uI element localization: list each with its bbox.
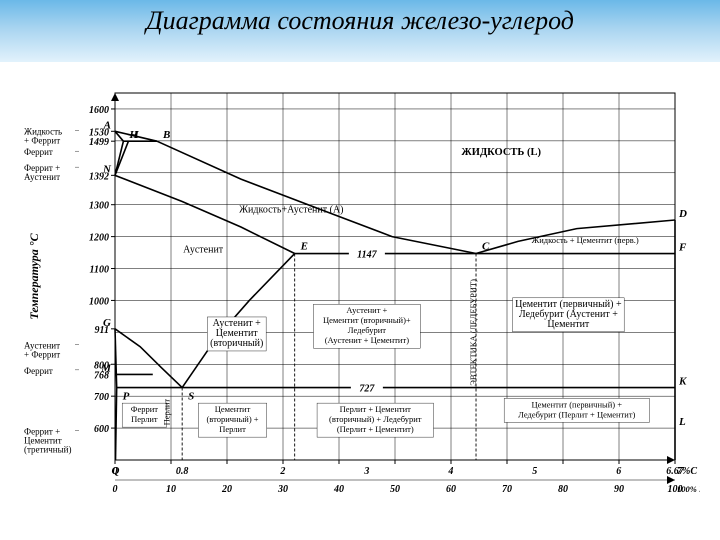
svg-text:A: A — [103, 119, 111, 131]
svg-text:1499: 1499 — [89, 137, 109, 148]
svg-text:Жидкость + Цементит (перв.): Жидкость + Цементит (перв.) — [532, 235, 639, 245]
svg-text:Перлит: Перлит — [131, 414, 158, 424]
svg-text:30: 30 — [277, 484, 288, 495]
svg-text:70: 70 — [502, 484, 512, 495]
svg-text:(Перлит + Цементит): (Перлит + Цементит) — [337, 424, 414, 434]
svg-text:Температура °С: Температура °С — [27, 232, 41, 319]
svg-text:Ледебурит (Перлит + Цементит): Ледебурит (Перлит + Цементит) — [518, 409, 635, 419]
svg-text:1147: 1147 — [357, 250, 377, 261]
page-title: Диаграмма состояния железо-углерод — [0, 6, 720, 36]
svg-text:(третичный): (третичный) — [24, 444, 72, 454]
svg-text:Перлит: Перлит — [162, 399, 172, 426]
svg-text:ЭВТЕКТИКА (ЛЕДЕБУРИТ): ЭВТЕКТИКА (ЛЕДЕБУРИТ) — [468, 279, 478, 386]
svg-text:0.8: 0.8 — [176, 466, 189, 477]
svg-text:L: L — [678, 416, 686, 428]
svg-text:C: C — [482, 241, 490, 253]
svg-text:3: 3 — [363, 466, 369, 477]
svg-text:Аустенит: Аустенит — [24, 172, 60, 182]
svg-text:80: 80 — [558, 484, 568, 495]
svg-text:M: M — [100, 362, 112, 374]
svg-text:(вторичный): (вторичный) — [210, 338, 263, 349]
svg-text:Феррит: Феррит — [24, 366, 53, 376]
svg-text:Цементит: Цементит — [547, 319, 590, 330]
svg-text:40: 40 — [333, 484, 344, 495]
svg-text:1100: 1100 — [90, 265, 109, 276]
svg-text:1300: 1300 — [89, 201, 109, 212]
svg-text:Цементит (вторичный)+: Цементит (вторичный)+ — [323, 315, 411, 325]
svg-text:D: D — [678, 208, 687, 220]
svg-text:Перлит: Перлит — [219, 424, 246, 434]
svg-text:1000: 1000 — [89, 296, 109, 307]
svg-text:727: 727 — [359, 384, 375, 395]
svg-text:Цементит: Цементит — [215, 404, 251, 414]
svg-text:S: S — [188, 391, 194, 403]
svg-text:E: E — [300, 241, 308, 253]
svg-text:I: I — [133, 129, 139, 141]
svg-text:Ледебурит: Ледебурит — [348, 325, 387, 335]
svg-text:K: K — [678, 376, 687, 388]
svg-text:100% Fe₃C: 100% Fe₃C — [677, 484, 700, 494]
svg-text:(вторичный) +: (вторичный) + — [206, 414, 258, 424]
svg-text:90: 90 — [614, 484, 624, 495]
svg-text:5: 5 — [532, 466, 537, 477]
svg-text:+ Феррит: + Феррит — [24, 349, 60, 359]
svg-text:G: G — [103, 317, 111, 329]
phase-diagram: 6007008009111000110012001300139214991530… — [20, 85, 700, 515]
svg-text:0: 0 — [113, 484, 118, 495]
svg-text:Феррит: Феррит — [131, 404, 159, 414]
svg-text:50: 50 — [390, 484, 400, 495]
svg-text:F: F — [678, 242, 687, 254]
svg-text:Жидкость+Аустенит (A): Жидкость+Аустенит (A) — [239, 205, 343, 216]
svg-text:60: 60 — [446, 484, 456, 495]
svg-text:20: 20 — [221, 484, 232, 495]
svg-text:600: 600 — [94, 424, 109, 435]
svg-text:4: 4 — [447, 466, 453, 477]
svg-text:N: N — [102, 163, 112, 175]
svg-text:B: B — [162, 129, 170, 141]
svg-text:Q: Q — [112, 465, 120, 477]
svg-text:Перлит + Цементит: Перлит + Цементит — [340, 404, 411, 414]
svg-text:2: 2 — [279, 466, 285, 477]
svg-text:Аустенит: Аустенит — [183, 245, 224, 256]
svg-text:1600: 1600 — [89, 105, 109, 116]
svg-text:10: 10 — [166, 484, 176, 495]
svg-text:ЖИДКОСТЬ (L): ЖИДКОСТЬ (L) — [461, 147, 541, 158]
svg-text:6: 6 — [616, 466, 621, 477]
svg-text:+ Феррит: + Феррит — [24, 135, 60, 145]
svg-text:1200: 1200 — [89, 233, 109, 244]
svg-text:P: P — [123, 391, 130, 403]
svg-text:(вторичный) + Ледебурит: (вторичный) + Ледебурит — [329, 414, 422, 424]
svg-text:Аустенит +: Аустенит + — [346, 305, 387, 315]
svg-text:(Аустенит + Цементит): (Аустенит + Цементит) — [325, 335, 410, 345]
svg-text:Цементит (первичный) +: Цементит (первичный) + — [532, 399, 623, 409]
svg-text:Феррит: Феррит — [24, 147, 53, 157]
svg-text:700: 700 — [94, 392, 109, 403]
svg-text:7%С: 7%С — [677, 466, 697, 477]
